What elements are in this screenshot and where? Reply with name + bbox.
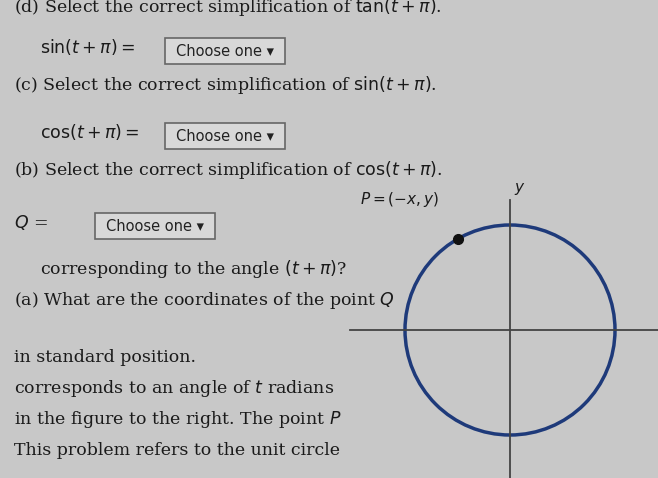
- FancyBboxPatch shape: [165, 123, 285, 149]
- Text: Choose one ▾: Choose one ▾: [106, 218, 204, 233]
- Text: (d) Select the correct simplification of $\mathrm{tan}(t + \pi)$.: (d) Select the correct simplification of…: [14, 0, 442, 18]
- Text: $Q$ =: $Q$ =: [14, 213, 48, 232]
- Text: Choose one ▾: Choose one ▾: [176, 129, 274, 143]
- Text: (a) What are the coordinates of the point $Q$: (a) What are the coordinates of the poin…: [14, 290, 395, 311]
- Text: This problem refers to the unit circle: This problem refers to the unit circle: [14, 442, 340, 459]
- Text: $\mathrm{sin}(t + \pi) =$: $\mathrm{sin}(t + \pi) =$: [40, 37, 135, 57]
- FancyBboxPatch shape: [95, 213, 215, 239]
- Text: (b) Select the correct simplification of $\mathrm{cos}(t + \pi)$.: (b) Select the correct simplification of…: [14, 159, 442, 181]
- Text: Choose one ▾: Choose one ▾: [176, 43, 274, 58]
- Text: corresponding to the angle $(t + \pi)$?: corresponding to the angle $(t + \pi)$?: [40, 258, 347, 280]
- Text: $P = (-x, y)$: $P = (-x, y)$: [361, 190, 440, 209]
- Text: $\mathrm{cos}(t + \pi) =$: $\mathrm{cos}(t + \pi) =$: [40, 122, 139, 142]
- Text: $y$: $y$: [514, 181, 526, 197]
- Text: in standard position.: in standard position.: [14, 349, 196, 366]
- Text: corresponds to an angle of $t$ radians: corresponds to an angle of $t$ radians: [14, 378, 334, 399]
- FancyBboxPatch shape: [165, 38, 285, 64]
- Text: in the figure to the right. The point $P$: in the figure to the right. The point $P…: [14, 409, 342, 430]
- Text: (c) Select the correct simplification of $\mathrm{sin}(t + \pi)$.: (c) Select the correct simplification of…: [14, 74, 437, 96]
